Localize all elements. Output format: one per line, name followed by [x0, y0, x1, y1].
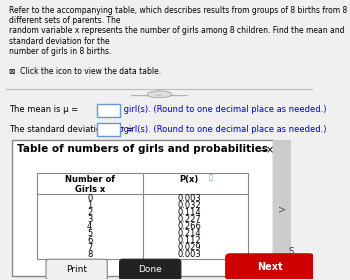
Text: Number of
Girls x: Number of Girls x [65, 175, 115, 194]
Text: 0.227: 0.227 [177, 215, 201, 224]
Text: 1: 1 [87, 201, 92, 210]
Text: Done: Done [138, 265, 162, 274]
Text: ×: × [266, 146, 274, 156]
Text: 0.032: 0.032 [177, 201, 201, 210]
Text: 4: 4 [87, 222, 92, 231]
Text: girl(s). (Round to one decimal place as needed.): girl(s). (Round to one decimal place as … [121, 105, 327, 114]
Text: The mean is μ =: The mean is μ = [9, 105, 81, 114]
FancyBboxPatch shape [37, 173, 248, 259]
Text: ...: ... [157, 92, 162, 97]
Text: Table of numbers of girls and probabilities: Table of numbers of girls and probabilit… [17, 144, 268, 154]
Text: Next: Next [257, 262, 282, 272]
Text: S: S [288, 248, 294, 256]
Text: 0.003: 0.003 [177, 194, 201, 203]
Text: 6: 6 [87, 236, 92, 245]
Text: 0.003: 0.003 [177, 251, 201, 260]
Text: The standard deviation is σ =: The standard deviation is σ = [9, 125, 136, 134]
Text: 0: 0 [87, 194, 92, 203]
Text: girl(s). (Round to one decimal place as needed.): girl(s). (Round to one decimal place as … [121, 125, 327, 134]
Text: >: > [278, 204, 286, 214]
Text: 0.214: 0.214 [177, 229, 201, 238]
Text: 3: 3 [87, 215, 92, 224]
Text: 7: 7 [87, 243, 92, 252]
Text: 0.114: 0.114 [177, 208, 201, 217]
FancyBboxPatch shape [97, 123, 120, 136]
Text: 0.112: 0.112 [177, 236, 201, 245]
Text: 0.029: 0.029 [177, 243, 201, 252]
Text: 2: 2 [87, 208, 92, 217]
Text: 0.266: 0.266 [177, 222, 201, 231]
FancyBboxPatch shape [273, 140, 291, 279]
Text: P(x): P(x) [180, 175, 199, 184]
Text: −: − [260, 146, 268, 156]
Text: ⊠  Click the icon to view the data table.: ⊠ Click the icon to view the data table. [9, 67, 161, 76]
Ellipse shape [147, 91, 172, 98]
Text: ⎘: ⎘ [208, 173, 213, 180]
FancyBboxPatch shape [12, 140, 273, 276]
Text: Refer to the accompanying table, which describes results from groups of 8 births: Refer to the accompanying table, which d… [9, 6, 348, 56]
Text: Print: Print [66, 265, 87, 274]
Text: 8: 8 [87, 251, 92, 260]
FancyBboxPatch shape [97, 104, 120, 117]
FancyBboxPatch shape [120, 259, 181, 280]
Text: 5: 5 [87, 229, 92, 238]
FancyBboxPatch shape [46, 259, 107, 280]
FancyBboxPatch shape [225, 254, 314, 280]
